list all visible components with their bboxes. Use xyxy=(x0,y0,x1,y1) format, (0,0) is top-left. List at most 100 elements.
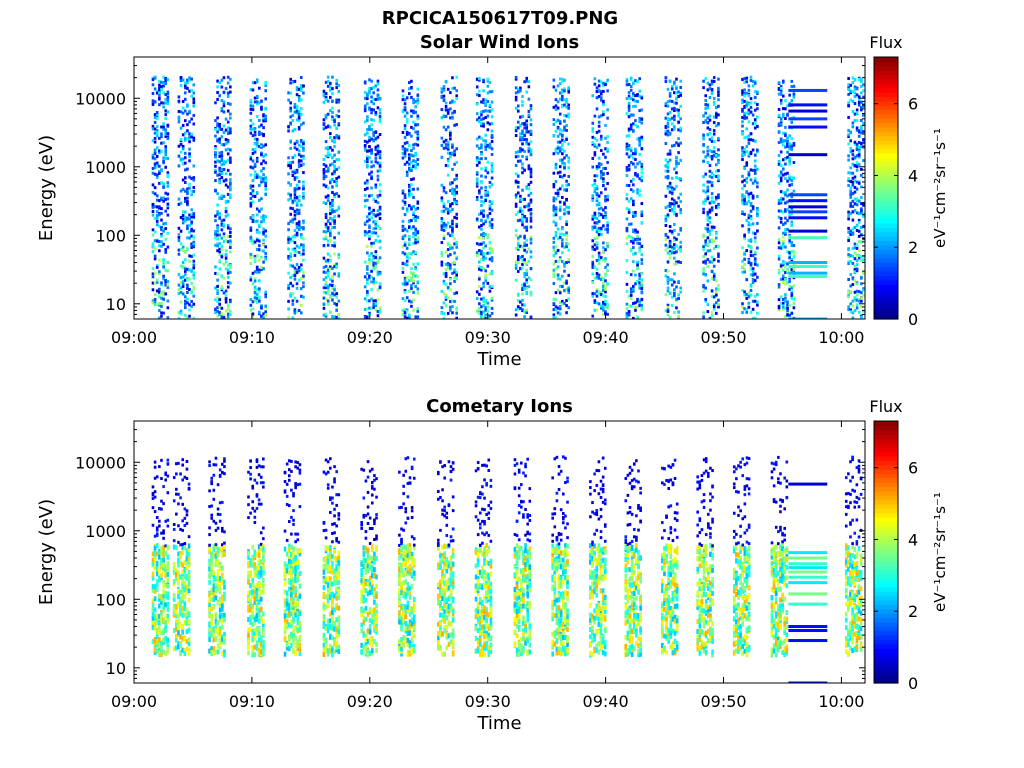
heatmap-cell xyxy=(412,212,415,216)
heatmap-cell xyxy=(302,162,305,166)
heatmap-cell xyxy=(629,239,633,243)
heatmap-cell xyxy=(756,293,759,297)
heatmap-cell xyxy=(322,302,326,306)
heatmap-cell xyxy=(747,258,751,262)
heatmap-cell xyxy=(405,173,409,177)
heatmap-cell xyxy=(253,126,257,130)
heatmap-cell xyxy=(604,214,607,218)
heatmap-cell xyxy=(329,201,332,205)
heatmap-cell xyxy=(158,240,161,244)
heatmap-cell xyxy=(558,91,562,95)
heatmap-cell xyxy=(412,111,415,115)
heatmap-cell xyxy=(302,274,305,278)
heatmap-cell xyxy=(792,253,796,257)
heatmap-cell xyxy=(331,148,334,152)
heatmap-cell xyxy=(297,269,301,273)
heatmap-cell xyxy=(226,130,230,134)
heatmap-cell xyxy=(444,223,448,227)
heatmap-cell xyxy=(366,315,369,319)
heatmap-cell xyxy=(162,229,165,233)
heatmap-cell xyxy=(324,195,328,199)
heatmap-cell xyxy=(675,250,678,254)
heatmap-cell xyxy=(151,203,155,207)
heatmap-cell xyxy=(363,106,367,110)
heatmap-cell xyxy=(333,171,336,175)
heatmap-cell xyxy=(480,265,483,269)
heatmap-cell xyxy=(403,124,407,128)
heatmap-cell xyxy=(636,263,639,267)
heatmap-cell xyxy=(410,109,413,113)
heatmap-cell xyxy=(226,91,230,95)
heatmap-cell xyxy=(302,121,305,125)
heatmap-cell xyxy=(488,289,492,293)
heatmap-cell xyxy=(446,311,450,315)
heatmap-cell xyxy=(442,115,446,119)
heatmap-cell xyxy=(403,262,407,266)
heatmap-cell xyxy=(255,230,259,234)
heatmap-cell xyxy=(449,116,452,120)
heatmap-cell xyxy=(604,211,607,215)
heatmap-cell xyxy=(181,248,185,252)
heatmap-cell xyxy=(670,122,674,126)
heatmap-cell xyxy=(525,238,529,242)
heatmap-cell xyxy=(449,282,452,286)
heatmap-cell xyxy=(712,100,716,104)
heatmap-cell xyxy=(408,193,411,197)
heatmap-cell xyxy=(558,277,562,281)
heatmap-cell xyxy=(405,148,409,152)
heatmap-cell xyxy=(593,243,597,247)
heatmap-cell xyxy=(258,231,261,235)
heatmap-cell xyxy=(743,150,746,154)
heatmap-cell xyxy=(376,135,380,139)
heatmap-cell xyxy=(192,164,196,168)
heatmap-cell xyxy=(777,241,781,245)
heatmap-cell xyxy=(514,266,518,270)
heatmap-cell xyxy=(781,261,785,265)
heatmap-cell xyxy=(777,298,781,302)
heatmap-cell xyxy=(190,229,193,233)
heatmap-cell xyxy=(745,116,749,120)
heatmap-cell xyxy=(634,251,637,255)
heatmap-cell xyxy=(224,289,228,293)
heatmap-cell xyxy=(166,283,170,287)
heatmap-cell xyxy=(229,185,232,189)
heatmap-cell xyxy=(708,114,712,118)
heatmap-cell xyxy=(166,231,170,235)
heatmap-cell xyxy=(779,137,783,141)
heatmap-cell xyxy=(446,285,450,289)
heatmap-cell xyxy=(412,262,415,266)
heatmap-cell xyxy=(753,294,757,298)
heatmap-cell xyxy=(625,259,629,263)
heatmap-cell xyxy=(480,118,483,122)
heatmap-cell xyxy=(529,235,533,239)
heatmap-cell xyxy=(220,247,224,251)
heatmap-cell xyxy=(335,135,338,139)
heatmap-cell xyxy=(216,85,219,89)
heatmap-cell xyxy=(440,183,444,187)
heatmap-cell xyxy=(561,195,564,199)
heatmap-cell xyxy=(708,249,712,253)
heatmap-cell xyxy=(715,112,718,116)
heatmap-cell xyxy=(567,90,571,94)
heatmap-cell xyxy=(741,211,744,215)
heatmap-cell xyxy=(779,101,783,105)
heatmap-cell xyxy=(401,109,405,113)
heatmap-cell xyxy=(640,213,644,217)
heatmap-cell xyxy=(251,81,255,85)
heatmap-cell xyxy=(412,165,415,169)
heatmap-cell xyxy=(378,117,382,121)
heatmap-cell xyxy=(416,240,420,244)
heatmap-cell xyxy=(160,132,163,136)
heatmap-cell xyxy=(183,217,187,221)
heatmap-cell xyxy=(523,275,526,279)
heatmap-cell xyxy=(453,86,456,90)
heatmap-cell xyxy=(151,233,155,237)
heatmap-cell xyxy=(262,159,265,163)
heatmap-cell xyxy=(712,96,716,100)
heatmap-cell xyxy=(490,90,494,94)
heatmap-cell xyxy=(679,129,683,133)
heatmap-cell xyxy=(293,217,297,221)
heatmap-cell xyxy=(602,84,605,88)
heatmap-cell xyxy=(747,94,751,98)
heatmap-cell xyxy=(222,194,226,198)
